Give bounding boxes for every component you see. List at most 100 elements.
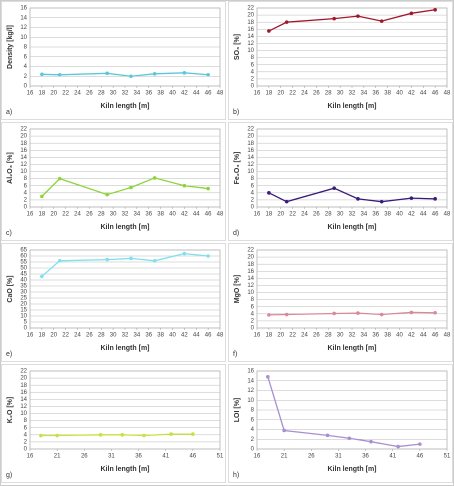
- y-tick-label: 6: [251, 417, 255, 423]
- data-point: [39, 433, 43, 438]
- x-tick-label: 32: [349, 333, 356, 339]
- x-tick-label: 16: [254, 212, 261, 218]
- panel-label: h): [233, 472, 239, 479]
- x-tick-label: 31: [335, 454, 342, 460]
- data-point: [129, 185, 133, 190]
- data-point: [57, 72, 62, 77]
- y-tick-label: 2: [24, 439, 28, 445]
- data-point: [120, 433, 125, 437]
- x-tick-label: 30: [110, 333, 117, 339]
- data-point: [182, 251, 187, 256]
- x-tick-label: 42: [181, 91, 188, 97]
- y-tick-label: 2: [251, 197, 255, 203]
- y-tick-label: 10: [247, 398, 254, 404]
- y-tick-label: 6: [24, 183, 28, 189]
- x-tick-label: 16: [27, 91, 34, 97]
- x-tick-label: 48: [444, 91, 451, 97]
- data-point: [206, 186, 210, 191]
- y-tick-label: 45: [20, 272, 27, 278]
- x-tick-label: 38: [384, 212, 391, 218]
- data-point: [433, 197, 437, 201]
- x-tick-label: 24: [74, 333, 81, 339]
- x-axis-label: Kiln length [m]: [101, 103, 150, 110]
- data-point: [356, 14, 360, 18]
- x-tick-label: 46: [205, 333, 212, 339]
- y-tick-label: 6: [24, 425, 28, 431]
- y-tick-label: 12: [20, 404, 27, 410]
- y-tick-label: 20: [247, 255, 254, 261]
- y-tick-label: 10: [20, 314, 27, 320]
- x-tick-label: 26: [86, 212, 93, 218]
- x-tick-label: 34: [134, 333, 141, 339]
- y-tick-label: 65: [20, 248, 27, 254]
- x-tick-label: 16: [27, 333, 34, 339]
- y-tick-label: 0: [24, 205, 28, 211]
- data-point: [418, 442, 422, 446]
- data-point: [284, 20, 289, 24]
- x-tick-label: 18: [266, 91, 273, 97]
- data-point: [266, 375, 270, 379]
- y-tick-label: 18: [247, 20, 254, 26]
- x-tick-label: 20: [277, 333, 284, 339]
- data-point: [369, 439, 373, 444]
- data-point: [267, 29, 271, 33]
- x-tick-label: 48: [217, 212, 224, 218]
- x-tick-label: 21: [54, 454, 61, 460]
- x-tick-label: 22: [62, 91, 69, 97]
- x-axis-label: Kiln length [m]: [101, 224, 150, 231]
- data-point: [379, 312, 384, 317]
- x-tick-label: 26: [86, 91, 93, 97]
- x-axis-label: Kiln length [m]: [328, 224, 377, 231]
- x-tick-label: 36: [372, 212, 379, 218]
- y-tick-label: 14: [247, 276, 254, 282]
- x-tick-label: 42: [408, 212, 415, 218]
- data-point: [325, 433, 330, 438]
- y-axis-label: CaO [%]: [7, 275, 14, 302]
- x-tick-label: 32: [122, 91, 129, 97]
- data-point: [284, 312, 289, 317]
- y-tick-label: 4: [251, 190, 255, 196]
- x-tick-label: 34: [361, 212, 368, 218]
- y-tick-label: 16: [247, 148, 254, 154]
- y-tick-label: 16: [20, 6, 27, 12]
- x-tick-label: 36: [145, 333, 152, 339]
- data-point: [347, 436, 352, 441]
- y-tick-label: 18: [20, 141, 27, 147]
- x-tick-label: 28: [98, 212, 105, 218]
- y-tick-label: 14: [20, 155, 27, 161]
- x-tick-label: 26: [313, 212, 320, 218]
- y-tick-label: 50: [20, 266, 27, 272]
- x-tick-label: 38: [384, 91, 391, 97]
- data-point: [379, 19, 384, 23]
- x-tick-label: 46: [190, 454, 197, 460]
- y-tick-label: 8: [251, 176, 255, 182]
- y-tick-label: 16: [20, 148, 27, 154]
- y-tick-label: 6: [251, 183, 255, 189]
- x-tick-label: 46: [432, 91, 439, 97]
- y-tick-label: 16: [247, 369, 254, 375]
- y-tick-label: 30: [20, 290, 27, 296]
- y-tick-label: 20: [247, 134, 254, 140]
- x-tick-label: 18: [39, 212, 46, 218]
- y-tick-label: 14: [247, 378, 254, 384]
- y-tick-label: 4: [251, 69, 255, 75]
- x-tick-label: 41: [389, 454, 396, 460]
- data-point: [396, 444, 400, 449]
- x-tick-label: 36: [372, 91, 379, 97]
- panel-label: d): [233, 230, 239, 237]
- x-axis-label: Kiln length [m]: [328, 466, 377, 473]
- data-point: [98, 433, 103, 437]
- y-tick-label: 8: [24, 45, 28, 51]
- x-tick-label: 32: [349, 91, 356, 97]
- x-tick-label: 46: [432, 212, 439, 218]
- x-tick-label: 41: [162, 454, 169, 460]
- panel-label: b): [233, 109, 239, 116]
- data-point: [40, 274, 44, 279]
- x-tick-label: 31: [108, 454, 115, 460]
- x-tick-label: 34: [361, 91, 368, 97]
- y-axis-label: LOI [%]: [234, 398, 241, 423]
- x-tick-label: 32: [122, 333, 129, 339]
- x-tick-label: 28: [325, 333, 332, 339]
- x-axis-label: Kiln length [m]: [101, 466, 150, 473]
